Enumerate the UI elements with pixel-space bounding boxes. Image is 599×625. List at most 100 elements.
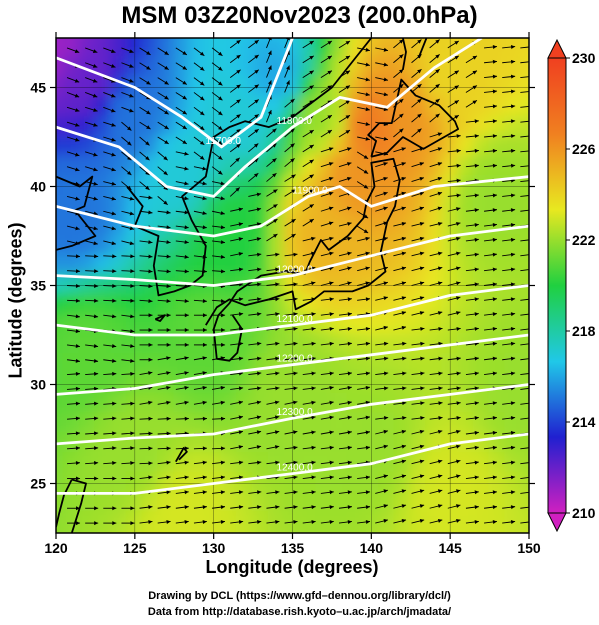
wind-arrow — [484, 460, 498, 465]
wind-arrow — [248, 386, 262, 391]
wind-arrow — [429, 326, 443, 331]
wind-arrow — [484, 59, 498, 64]
wind-arrow — [465, 100, 478, 108]
wind-arrow — [157, 475, 171, 480]
wind-arrow — [357, 475, 371, 480]
wind-arrow — [338, 221, 352, 227]
wind-arrow — [248, 54, 260, 64]
contour-line — [56, 284, 529, 337]
wind-arrow — [266, 233, 278, 242]
wind-arrow — [284, 189, 296, 197]
wind-arrow — [284, 65, 290, 78]
heat-cell — [488, 0, 524, 36]
wind-arrow — [266, 400, 280, 405]
wind-arrow — [66, 106, 80, 112]
wind-arrow — [157, 356, 171, 361]
heat-cell — [441, 0, 477, 36]
wind-arrow — [193, 210, 207, 216]
wind-arrow — [266, 415, 280, 420]
wind-arrow — [320, 221, 334, 227]
wind-arrow — [139, 210, 153, 215]
heat-cell — [220, 0, 256, 36]
wind-arrow — [320, 490, 334, 495]
wind-arrow — [502, 326, 516, 331]
wind-arrow — [484, 267, 498, 272]
wind-arrow — [230, 222, 244, 227]
wind-arrow — [447, 40, 460, 49]
wind-arrow — [320, 176, 334, 182]
wind-arrow — [465, 252, 479, 257]
wind-arrow — [356, 151, 369, 160]
wind-arrow — [121, 344, 135, 349]
heat-cell — [63, 0, 99, 36]
wind-arrow — [375, 281, 388, 286]
wind-arrow — [447, 459, 461, 465]
contour-label: 11800.0 — [277, 116, 313, 127]
wind-arrow — [85, 166, 98, 172]
wind-arrow — [67, 506, 81, 511]
wind-arrow — [520, 328, 529, 331]
wind-arrow — [66, 151, 80, 157]
wind-arrow — [411, 341, 425, 346]
wind-arrow — [375, 429, 388, 435]
wind-arrow — [248, 128, 260, 138]
wind-arrow — [520, 521, 529, 524]
wind-arrow — [302, 40, 314, 49]
wind-arrow — [393, 386, 407, 391]
wind-arrow — [338, 326, 352, 331]
wind-arrow — [121, 506, 135, 511]
wind-arrow — [393, 281, 407, 286]
wind-arrow — [121, 521, 135, 526]
wind-arrow — [85, 77, 98, 83]
wind-arrow — [338, 430, 352, 435]
wind-arrow — [357, 106, 370, 112]
wind-arrow — [85, 521, 99, 526]
wind-arrow — [121, 401, 135, 406]
wind-arrow — [375, 162, 388, 168]
wind-arrow — [338, 490, 352, 495]
wind-arrow — [356, 166, 369, 174]
wind-arrow — [447, 163, 461, 168]
wind-arrow — [429, 191, 443, 197]
heat-cell — [236, 0, 272, 36]
wind-arrow — [85, 47, 98, 53]
wind-arrow — [248, 297, 262, 302]
wind-arrow — [429, 54, 440, 64]
wind-arrow — [212, 505, 226, 510]
wind-arrow — [66, 225, 80, 231]
wind-arrow — [429, 371, 443, 376]
wind-arrow — [212, 475, 226, 480]
wind-arrow — [85, 506, 99, 511]
wind-arrow — [121, 240, 135, 246]
wind-arrow — [393, 39, 404, 49]
wind-arrow — [520, 343, 529, 346]
heat-cell — [378, 0, 414, 36]
wind-arrow — [229, 84, 241, 93]
wind-arrow — [85, 210, 98, 216]
wind-arrow — [284, 158, 295, 168]
wind-arrow — [502, 312, 516, 317]
wind-arrow — [320, 400, 334, 405]
wind-arrow — [429, 68, 440, 78]
wind-arrow — [520, 46, 529, 49]
wind-arrow — [465, 282, 479, 287]
wind-arrow — [193, 475, 207, 480]
wind-arrow — [212, 400, 225, 405]
heat-cell — [347, 0, 383, 36]
wind-arrow — [175, 460, 189, 465]
wind-arrow — [302, 312, 316, 317]
wind-arrow — [66, 47, 80, 53]
plot-area: 11700.0 11800.0 11900.0 12000.0 12100.0 12200… — [56, 0, 529, 533]
wind-arrow — [484, 193, 498, 198]
wind-arrow — [175, 195, 189, 201]
wind-arrow — [139, 136, 150, 146]
wind-arrow — [411, 459, 425, 465]
wind-arrow — [121, 314, 135, 319]
wind-arrow — [484, 297, 498, 302]
wind-arrow — [393, 401, 407, 406]
wind-arrow — [121, 181, 132, 191]
wind-arrow — [393, 221, 407, 227]
wind-arrow — [67, 401, 81, 406]
wind-arrow — [175, 121, 188, 130]
wind-arrow — [193, 121, 205, 131]
